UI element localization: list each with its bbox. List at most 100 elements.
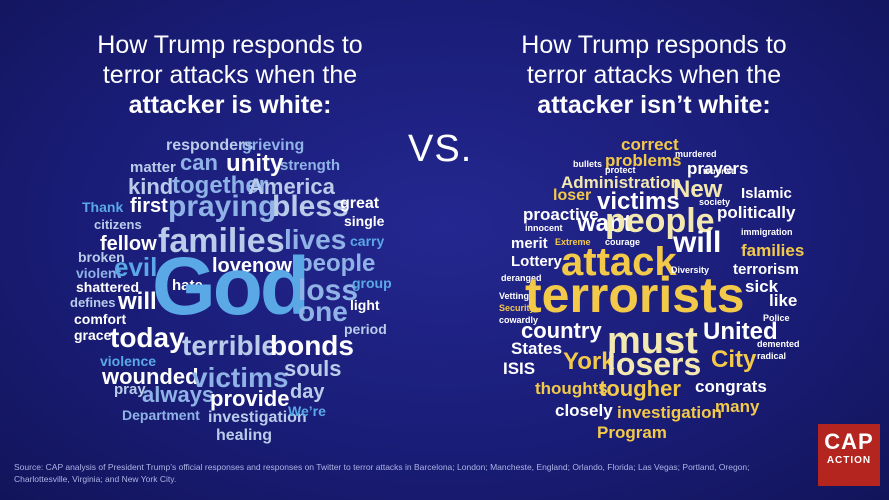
cloud-word: loser: [553, 187, 592, 204]
cloud-word: terrorism: [733, 261, 799, 278]
cloud-word: Thank: [82, 199, 124, 215]
cloud-word: America: [248, 174, 335, 199]
cloud-word: thoughts: [535, 379, 608, 398]
cloud-word: day: [290, 381, 325, 403]
cloud-word: one: [298, 296, 348, 327]
cloud-word: souls: [284, 356, 342, 381]
cloud-word: responders: [166, 137, 254, 154]
cloud-word: prayers: [687, 159, 749, 178]
left-word-cloud: responders grieving can unity strength matter…: [62, 132, 392, 452]
cloud-word: evil: [114, 252, 158, 282]
cloud-word: hate: [172, 277, 203, 294]
cloud-word: love: [212, 255, 253, 277]
cloud-word: terrorist: [703, 167, 734, 176]
cloud-word: courage: [605, 237, 641, 247]
cloud-word: society: [699, 197, 731, 207]
cloud-word: now: [252, 255, 292, 277]
cloud-word: want: [577, 210, 632, 237]
cloud-word: people: [605, 202, 715, 240]
cloud-word: demented: [757, 339, 800, 349]
cloud-word: families: [741, 241, 805, 260]
cloud-word: merit: [511, 235, 548, 252]
cloud-word: strength: [280, 157, 340, 174]
cloud-word: together: [172, 172, 268, 199]
cloud-word: will: [673, 226, 722, 259]
cloud-word: States: [511, 339, 563, 358]
cloud-word: shattered: [76, 279, 140, 295]
cloud-word: closely: [555, 401, 613, 420]
cloud-word: investigation: [617, 403, 722, 422]
cloud-word: carry: [350, 233, 385, 249]
source-note: Source: CAP analysis of President Trump’…: [14, 462, 750, 484]
cloud-word: kind: [128, 174, 174, 199]
right-word-cloud: correct problems murdered prayers bullets pro…: [497, 132, 817, 452]
cloud-word: defines: [70, 295, 116, 310]
cloud-word: Police: [763, 313, 790, 323]
cloud-word: country: [521, 318, 602, 343]
cloud-word: problems: [605, 151, 682, 170]
right-title-line2: terror attacks when the: [526, 61, 782, 89]
cloud-word: matter: [130, 159, 176, 176]
cloud-word: loss: [298, 274, 359, 307]
cloud-word: radical: [757, 351, 787, 361]
vs-label: VS.: [408, 128, 473, 170]
cloud-word: single: [344, 213, 385, 229]
cloud-word: losers: [607, 346, 702, 382]
cloud-word: investigation: [208, 409, 307, 426]
cloud-word: period: [344, 321, 387, 337]
logo-line2: ACTION: [826, 455, 872, 466]
cloud-word: today: [110, 322, 185, 353]
cloud-word: New: [673, 176, 723, 203]
cloud-word: always: [142, 382, 215, 407]
cloud-word: fellow: [100, 233, 157, 255]
cloud-word: City: [711, 346, 757, 373]
cloud-word: bonds: [270, 330, 354, 361]
cloud-word: pray: [114, 381, 146, 398]
cloud-word: bullets: [573, 159, 603, 169]
cloud-word: innocent: [525, 223, 563, 233]
cloud-word: violent: [76, 265, 122, 281]
cloud-word: lives: [284, 224, 347, 255]
cloud-word: protect: [605, 165, 636, 175]
cloud-word: United: [703, 318, 778, 345]
cloud-word: broken: [78, 249, 125, 265]
cloud-word: first: [130, 195, 168, 217]
cloud-word: Department: [122, 407, 200, 423]
cloud-word: sick: [745, 277, 779, 296]
cloud-word: unity: [226, 150, 284, 177]
cloud-word: God: [152, 241, 310, 332]
cloud-word: group: [352, 275, 392, 291]
cloud-word: grace: [74, 327, 112, 343]
cloud-word: violence: [100, 353, 157, 369]
cloud-word: can: [180, 150, 218, 175]
cloud-word: victims: [597, 188, 680, 215]
cloud-word: correct: [621, 135, 679, 154]
cloud-word: Lottery: [511, 253, 562, 270]
cloud-word: victims: [192, 362, 289, 393]
cloud-word: immigration: [741, 227, 793, 237]
cloud-word: great: [340, 195, 380, 212]
cloud-word: Islamic: [741, 185, 792, 202]
cloud-word: wounded: [102, 364, 199, 389]
cloud-word: terrible: [182, 330, 277, 361]
right-title-line1: How Trump responds to: [521, 31, 787, 59]
cloud-word: attack: [561, 240, 677, 284]
cloud-word: must: [607, 320, 698, 362]
cloud-word: congrats: [695, 377, 767, 396]
cloud-word: Extreme: [555, 237, 591, 247]
cloud-word: terrorists: [525, 267, 745, 323]
cloud-word: We’re: [288, 403, 326, 419]
cloud-word: families: [158, 222, 285, 260]
cloud-word: ISIS: [503, 359, 536, 378]
cloud-word: York: [563, 348, 615, 375]
cloud-word: deranged: [501, 273, 542, 283]
cloud-word: healing: [216, 427, 273, 444]
cloud-word: citizens: [94, 217, 142, 232]
right-title-line3: attacker isn’t white:: [537, 91, 771, 119]
cloud-word: proactive: [523, 205, 599, 224]
cloud-word: many: [715, 397, 760, 416]
cloud-word: comfort: [74, 311, 127, 327]
cloud-word: Vetting: [499, 291, 530, 301]
left-title-line2: terror attacks when the: [102, 61, 358, 89]
cloud-word: tougher: [599, 376, 681, 401]
